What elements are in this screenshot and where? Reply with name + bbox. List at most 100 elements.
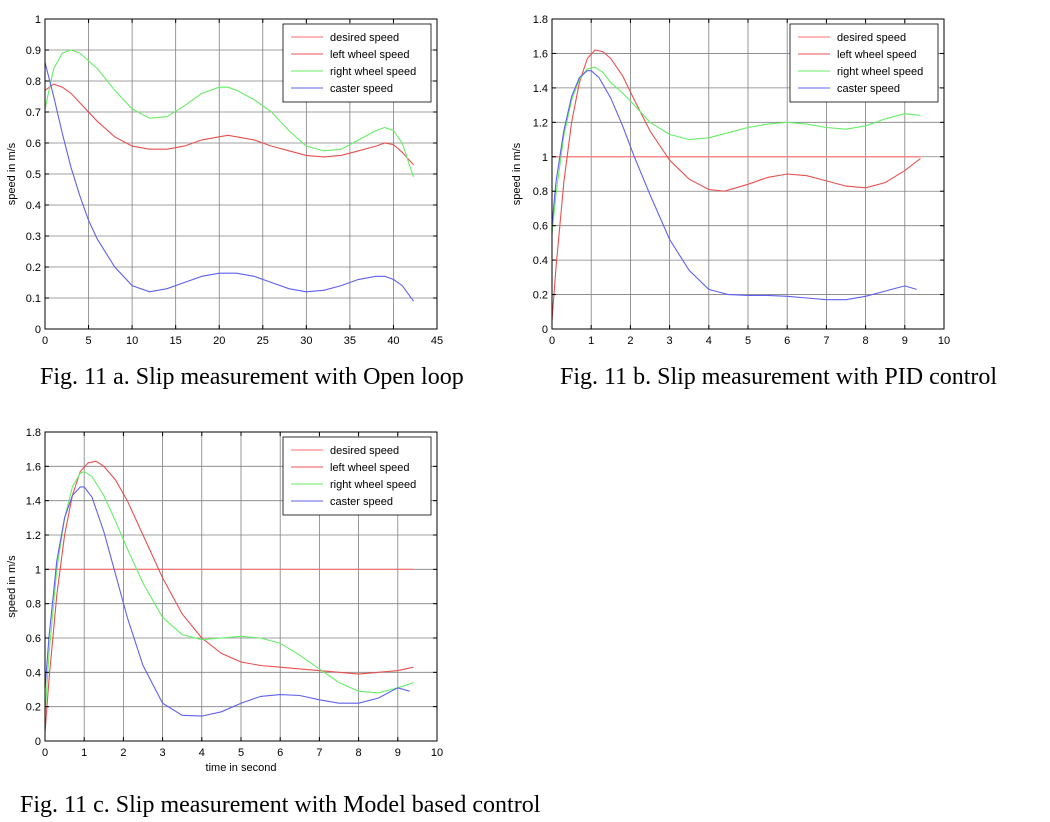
legend-label: desired speed: [837, 32, 906, 44]
x-tick-label: 1: [81, 747, 87, 759]
chart-c: 0 1 2 3 4 5 6 7 8 9 10 0 0.2 0.4 0.6 0.8 1 1.2 1.4 1.6 1.8 ti…: [0, 422, 460, 782]
y-tick-label: 0: [542, 324, 548, 336]
y-axis-label: speed in m/s: [6, 142, 18, 205]
x-tick-label: 45: [431, 335, 443, 347]
y-tick-label: 1.6: [26, 461, 41, 473]
y-tick-label: 0.4: [26, 200, 41, 212]
chart-b-svg: 0 1 2 3 4 5 6 7 8 9 10 0 0.2 0.4 0.6 0.8 1 1.2 1.4 1.6 1.8 ti…: [511, 14, 950, 366]
x-tick-label: 4: [199, 747, 205, 759]
x-tick-label: 1: [588, 335, 594, 347]
legend-label: caster speed: [837, 83, 900, 95]
x-tick-label: 0: [42, 335, 48, 347]
x-tick-label: 5: [238, 747, 244, 759]
legend: desired speed left wheel speed right wheel…: [282, 436, 432, 516]
x-tick-label: 5: [85, 335, 91, 347]
x-tick-label: 2: [627, 335, 633, 347]
series-line-caster-speed: [44, 62, 414, 302]
legend-label: left wheel speed: [330, 462, 410, 474]
y-tick-label: 0.8: [533, 186, 548, 198]
x-tick-label: 10: [938, 335, 950, 347]
figure-caption-b: Fig. 11 b. Slip measurement with PID con…: [560, 364, 998, 390]
y-tick-label: 1: [35, 14, 41, 26]
chart-a-svg: 0 5 10 15 20 25 30 35 40 45 0 0.1 0.2 0.3 0.4 0.5 0.6 0.7…: [6, 14, 443, 366]
chart-c-svg: 0 1 2 3 4 5 6 7 8 9 10 0 0.2 0.4 0.6 0.8 1 1.2 1.4 1.6 1.8 ti…: [6, 427, 443, 774]
y-tick-label: 0.5: [26, 169, 41, 181]
x-axis-label: time in second: [206, 354, 277, 355]
y-tick-label: 0.6: [533, 221, 548, 233]
series-line-left-wheel-speed: [44, 83, 414, 166]
y-tick-label: 0.3: [26, 231, 41, 243]
legend-label: desired speed: [330, 32, 399, 44]
legend-label: right wheel speed: [837, 66, 923, 78]
y-tick-label: 1.6: [533, 48, 548, 60]
y-tick-label: 1.8: [26, 427, 41, 439]
legend-label: caster speed: [330, 496, 393, 508]
legend-label: right wheel speed: [330, 66, 416, 78]
x-tick-label: 7: [823, 335, 829, 347]
y-tick-label: 1.2: [533, 117, 548, 129]
y-tick-label: 1: [542, 152, 548, 164]
x-tick-label: 8: [863, 335, 869, 347]
y-tick-label: 0.6: [26, 633, 41, 645]
x-tick-label: 20: [213, 335, 225, 347]
y-tick-label: 1: [35, 564, 41, 576]
x-tick-label: 10: [126, 335, 138, 347]
x-tick-label: 4: [706, 335, 712, 347]
x-tick-label: 5: [745, 335, 751, 347]
y-tick-label: 0.6: [26, 138, 41, 150]
series-line-left-wheel-speed: [551, 49, 921, 321]
legend-label: caster speed: [330, 83, 393, 95]
figure-caption-c: Fig. 11 c. Slip measurement with Model b…: [20, 792, 541, 818]
legend-label: right wheel speed: [330, 479, 416, 491]
legend: desired speed left wheel speed right wheel…: [789, 23, 939, 103]
x-axis-label: time in second: [206, 762, 277, 774]
y-tick-label: 0.7: [26, 107, 41, 119]
series-line-caster-speed: [44, 486, 410, 717]
x-tick-label: 0: [42, 747, 48, 759]
y-tick-label: 1.4: [533, 83, 548, 95]
series-line-left-wheel-speed: [44, 460, 414, 733]
y-tick-label: 0.9: [26, 45, 41, 57]
x-tick-label: 2: [120, 747, 126, 759]
x-tick-label: 10: [431, 747, 443, 759]
x-tick-label: 0: [549, 335, 555, 347]
series-line-right-wheel-speed: [44, 49, 415, 178]
y-axis-label: speed in m/s: [6, 555, 18, 618]
chart-a: 0 5 10 15 20 25 30 35 40 45 0 0.1 0.2 0.3 0.4 0.5 0.6 0.7…: [0, 10, 460, 366]
x-tick-label: 30: [300, 335, 312, 347]
y-tick-label: 0.8: [26, 599, 41, 611]
legend-label: left wheel speed: [837, 49, 917, 61]
x-tick-label: 3: [160, 747, 166, 759]
x-tick-label: 35: [344, 335, 356, 347]
x-tick-label: 6: [277, 747, 283, 759]
series-group: [44, 460, 414, 733]
legend-label: left wheel speed: [330, 49, 410, 61]
y-tick-label: 0: [35, 736, 41, 748]
x-tick-label: 8: [356, 747, 362, 759]
y-tick-label: 0.2: [26, 262, 41, 274]
y-tick-label: 0.8: [26, 76, 41, 88]
x-tick-label: 25: [257, 335, 269, 347]
y-tick-label: 0.4: [26, 667, 41, 679]
x-tick-label: 6: [784, 335, 790, 347]
y-tick-label: 0.4: [533, 255, 548, 267]
series-line-right-wheel-speed: [551, 66, 921, 235]
y-tick-label: 0.2: [26, 702, 41, 714]
x-tick-label: 7: [316, 747, 322, 759]
legend: desired speed left wheel speed right wheel…: [282, 23, 432, 103]
x-tick-label: 9: [902, 335, 908, 347]
y-axis-label: speed in m/s: [511, 142, 523, 205]
x-tick-label: 9: [395, 747, 401, 759]
chart-b: 0 1 2 3 4 5 6 7 8 9 10 0 0.2 0.4 0.6 0.8 1 1.2 1.4 1.6 1.8 ti…: [505, 10, 965, 366]
y-tick-label: 1.8: [533, 14, 548, 26]
y-tick-label: 0.2: [533, 290, 548, 302]
x-tick-label: 40: [387, 335, 399, 347]
series-line-right-wheel-speed: [44, 470, 414, 716]
y-tick-label: 0.1: [26, 293, 41, 305]
series-line-caster-speed: [551, 70, 917, 301]
y-tick-label: 1.4: [26, 496, 41, 508]
x-tick-label: 15: [170, 335, 182, 347]
x-tick-label: 3: [667, 335, 673, 347]
x-axis-label: time in second: [713, 354, 784, 355]
y-tick-label: 0: [35, 324, 41, 336]
